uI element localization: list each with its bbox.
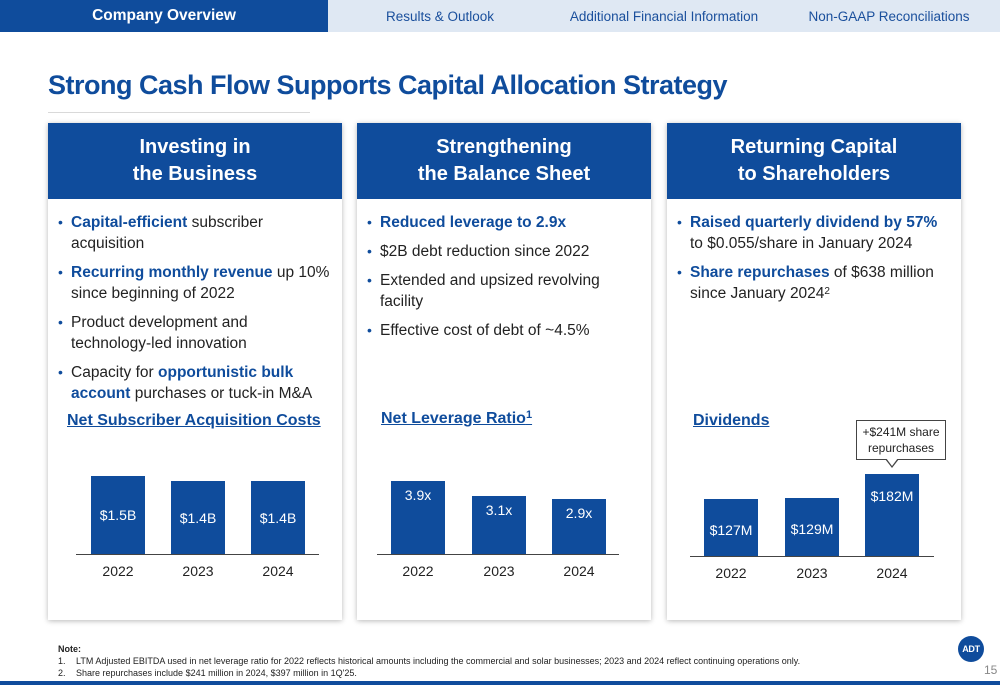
bullet-list: Reduced leverage to 2.9x $2B debt reduct… (357, 199, 651, 341)
bullet-text: to $0.055/share in January 2024 (690, 235, 913, 252)
chart-bar: $129M (785, 498, 839, 556)
x-tick-label: 2022 (715, 565, 747, 581)
callout-pointer-fill (886, 458, 898, 466)
tab-additional-financial-information[interactable]: Additional Financial Information (569, 8, 759, 24)
x-tick-label: 2024 (876, 565, 908, 581)
bullet-text: up 10% since beginning of 2022 (71, 264, 330, 302)
x-tick-label: 2023 (182, 563, 214, 579)
card-header-line1: Strengthening (436, 136, 572, 158)
highlight-text: Reduced leverage to 2.9x (380, 214, 567, 231)
x-tick-label: 2023 (796, 565, 828, 581)
footnote-number: 2. (58, 668, 66, 678)
chart-bar: 3.9x (391, 481, 445, 554)
list-item: Reduced leverage to 2.9x (367, 212, 641, 233)
bottom-divider (0, 681, 1000, 685)
x-tick-label: 2023 (483, 563, 515, 579)
card-header-line1: Returning Capital (730, 136, 898, 158)
list-item: Recurring monthly revenue up 10% since b… (58, 262, 332, 304)
list-item: Effective cost of debt of ~4.5% (367, 320, 641, 341)
bullet-list: Raised quarterly dividend by 57% to $0.0… (667, 199, 961, 304)
card-header-line1: Investing in (139, 136, 251, 158)
bullet-text: Effective cost of debt of ~4.5% (380, 322, 590, 339)
chart-bar: $182M (865, 474, 919, 556)
page-number: 15 (984, 663, 998, 677)
chart-bar: $1.4B (251, 481, 305, 554)
tab-results-outlook[interactable]: Results & Outlook (385, 8, 495, 24)
chart-title-dividends: Dividends (693, 412, 770, 429)
bullet-text: Product development and technology-led i… (71, 314, 248, 352)
highlight-text: Raised quarterly dividend by 57% (690, 214, 938, 231)
footnote-ref: 2 (824, 286, 830, 297)
footnote-number: 1. (58, 656, 66, 666)
chart-title-text: Net Leverage Ratio (381, 410, 526, 427)
tab-non-gaap-reconciliations[interactable]: Non-GAAP Reconciliations (808, 8, 970, 24)
bar-data-label: $1.4B (259, 510, 297, 526)
chart-bar: $1.4B (171, 481, 225, 554)
bar-data-label: $1.4B (179, 510, 217, 526)
bullet-text: $2B debt reduction since 2022 (380, 243, 590, 260)
adt-logo: ADT (958, 636, 984, 662)
chart-bar: 3.1x (472, 496, 526, 554)
card-header-line2: the Business (132, 163, 258, 185)
bullet-text: subscriber acquisition (71, 214, 264, 252)
chart-bar: 2.9x (552, 499, 606, 554)
highlight-text: opportunistic bulk account (71, 364, 294, 402)
footnote-row: 1. LTM Adjusted EBITDA used in net lever… (58, 655, 800, 667)
bar-data-label: 3.1x (485, 502, 513, 518)
highlight-text: Share repurchases (690, 264, 830, 281)
card-header-line2: the Balance Sheet (417, 163, 591, 185)
chart-title-sac: Net Subscriber Acquisition Costs (67, 412, 321, 429)
list-item: Capacity for opportunistic bulk account … (58, 362, 332, 404)
card-header-investing: Investing in the Business (48, 123, 342, 199)
bar-data-label: 2.9x (565, 505, 593, 521)
bar-data-label: $129M (790, 521, 834, 537)
x-tick-label: 2022 (402, 563, 434, 579)
footnotes: Note: 1. LTM Adjusted EBITDA used in net… (58, 643, 800, 679)
tab-company-overview[interactable]: Company Overview (0, 0, 328, 32)
card-header-balance-sheet: Strengthening the Balance Sheet (357, 123, 651, 199)
card-header-line2: to Shareholders (737, 163, 891, 185)
title-divider (48, 112, 310, 113)
notes-heading: Note: (58, 644, 81, 654)
list-item: Capital-efficient subscriber acquisition (58, 212, 332, 254)
list-item: Raised quarterly dividend by 57% to $0.0… (677, 212, 951, 254)
bullet-text: purchases or tuck-in M&A (130, 385, 313, 402)
chart-title-leverage: Net Leverage Ratio1 (381, 409, 533, 428)
highlight-text: Recurring monthly revenue (71, 264, 273, 281)
chart-bar: $1.5B (91, 476, 145, 554)
highlight-text: Capital-efficient (71, 214, 188, 231)
bar-data-label: $127M (709, 522, 753, 538)
footnote-text: Share repurchases include $241 million i… (76, 668, 357, 678)
footnote-text: LTM Adjusted EBITDA used in net leverage… (76, 656, 801, 666)
bullet-text: Capacity for (71, 364, 159, 381)
footnote-ref: 1 (525, 409, 533, 421)
footnote-row: 2. Share repurchases include $241 millio… (58, 667, 800, 679)
list-item: Product development and technology-led i… (58, 312, 332, 354)
list-item: Extended and upsized revolving facility (367, 270, 641, 312)
page-title: Strong Cash Flow Supports Capital Alloca… (48, 70, 728, 100)
x-tick-label: 2024 (262, 563, 294, 579)
chart-axis-dividends (690, 556, 934, 557)
x-tick-label: 2024 (563, 563, 595, 579)
repurchase-callout: +$241M share repurchases (856, 420, 946, 460)
chart-axis-leverage (377, 554, 619, 555)
card-header-returning-capital: Returning Capital to Shareholders (667, 123, 961, 199)
bullet-text: of $638 million since January 2024 (690, 264, 934, 302)
bullet-list: Capital-efficient subscriber acquisition… (48, 199, 342, 404)
bar-data-label: $1.5B (99, 507, 137, 523)
x-tick-label: 2022 (102, 563, 134, 579)
list-item: Share repurchases of $638 million since … (677, 262, 951, 304)
top-nav: Company Overview Results & Outlook Addit… (0, 0, 1000, 32)
callout-line1: +$241M share (862, 425, 940, 439)
list-item: $2B debt reduction since 2022 (367, 241, 641, 262)
bar-data-label: $182M (870, 488, 914, 504)
bullet-text: Extended and upsized revolving facility (380, 272, 600, 310)
chart-axis-sac (76, 554, 319, 555)
chart-bar: $127M (704, 499, 758, 556)
callout-line2: repurchases (867, 441, 935, 455)
bar-data-label: 3.9x (404, 487, 432, 503)
